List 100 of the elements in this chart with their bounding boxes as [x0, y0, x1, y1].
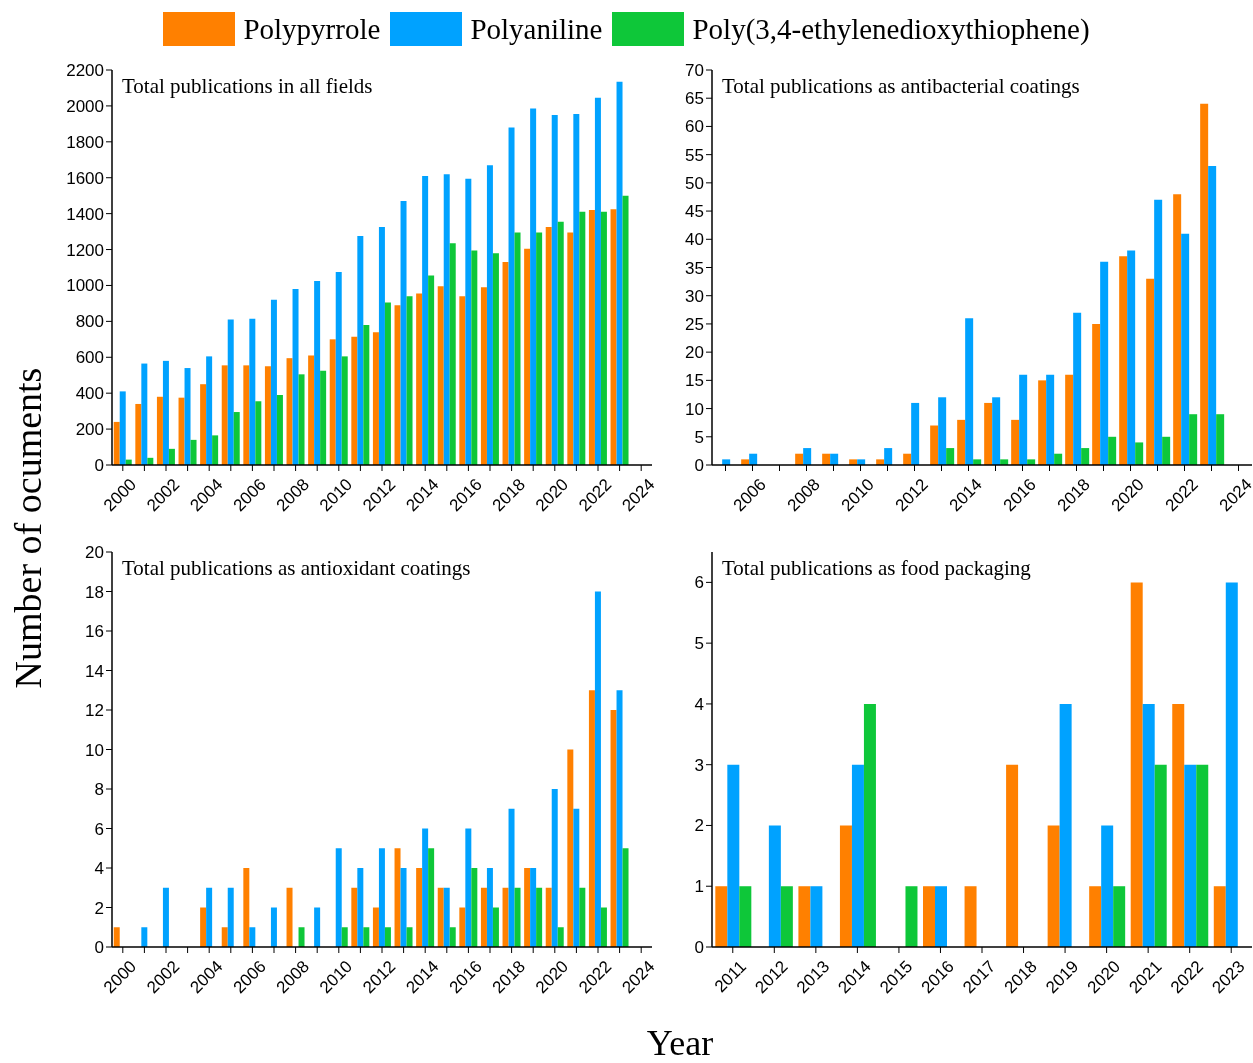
- bar: [329, 339, 336, 465]
- y-tick-label: 55: [685, 145, 704, 165]
- bar: [622, 195, 629, 465]
- bar: [616, 81, 623, 465]
- bar: [162, 887, 169, 947]
- bar: [1059, 703, 1072, 947]
- y-tick-label: 0: [94, 456, 104, 476]
- bar: [135, 403, 142, 465]
- bar: [610, 710, 617, 947]
- bar: [1127, 250, 1136, 465]
- bar: [449, 927, 456, 947]
- bar: [1146, 278, 1155, 465]
- bar: [480, 887, 487, 947]
- bar: [184, 368, 191, 465]
- chart-title: Total publications in all fields: [122, 74, 373, 99]
- bar: [545, 227, 552, 465]
- bar: [938, 397, 947, 465]
- bar: [536, 232, 543, 465]
- bar: [911, 402, 920, 465]
- bar: [1225, 582, 1238, 947]
- bar: [1046, 374, 1055, 465]
- bar: [1089, 886, 1102, 947]
- chart-title: Total publications as antioxidant coatings: [122, 556, 471, 581]
- bar: [1073, 312, 1082, 465]
- y-tick-label: 40: [685, 230, 704, 250]
- bar: [768, 825, 781, 947]
- bar: [622, 848, 629, 947]
- bar: [567, 749, 574, 947]
- bar: [573, 113, 580, 465]
- bar: [964, 886, 977, 947]
- bar: [406, 296, 413, 465]
- bar: [400, 201, 407, 465]
- bar: [557, 221, 564, 465]
- bar: [351, 336, 358, 465]
- bar: [363, 324, 370, 465]
- y-axis-title: Number of ocuments: [6, 367, 50, 689]
- y-tick-label: 25: [685, 314, 704, 334]
- bar: [341, 356, 348, 465]
- bar: [276, 394, 283, 465]
- y-tick-label: 20: [85, 543, 104, 563]
- bar: [1213, 886, 1226, 947]
- bar: [233, 412, 240, 465]
- y-tick-label: 18: [85, 582, 104, 602]
- bar: [1181, 233, 1190, 465]
- bar: [508, 808, 515, 947]
- bar: [378, 848, 385, 947]
- bar: [200, 907, 207, 947]
- bar: [1047, 825, 1060, 947]
- bar: [573, 808, 580, 947]
- bar: [1038, 380, 1047, 465]
- bar: [863, 703, 876, 947]
- bar: [1135, 442, 1144, 465]
- bar: [113, 927, 120, 947]
- bar: [243, 868, 250, 947]
- y-tick-label: 12: [85, 701, 104, 721]
- y-tick-label: 2: [94, 898, 104, 918]
- legend-label: Polyaniline: [470, 12, 603, 46]
- bar: [270, 907, 277, 947]
- bar: [1108, 436, 1117, 465]
- bar: [992, 397, 1001, 465]
- y-tick-label: 1200: [66, 240, 104, 260]
- bar: [249, 318, 256, 465]
- y-tick-label: 800: [75, 312, 104, 332]
- y-tick-label: 200: [75, 420, 104, 440]
- y-tick-label: 65: [685, 89, 704, 109]
- bar: [557, 927, 564, 947]
- bar: [357, 236, 364, 465]
- bar: [1065, 374, 1074, 465]
- bar: [536, 887, 543, 947]
- y-tick-label: 400: [75, 384, 104, 404]
- bar: [394, 848, 401, 947]
- bar: [249, 927, 256, 947]
- y-tick-label: 70: [685, 61, 704, 81]
- bar: [335, 271, 342, 465]
- bar: [200, 384, 207, 465]
- bar: [298, 374, 305, 465]
- bar: [839, 825, 852, 947]
- bar: [567, 232, 574, 465]
- bar: [727, 764, 740, 947]
- bar: [141, 363, 148, 465]
- bar: [394, 305, 401, 465]
- bar: [1200, 103, 1209, 465]
- bar: [308, 355, 315, 465]
- bar: [905, 886, 918, 947]
- bar: [314, 280, 321, 465]
- bar: [1196, 764, 1209, 947]
- bar: [422, 828, 429, 947]
- bar: [810, 886, 823, 947]
- bar: [1011, 419, 1020, 465]
- y-tick-label: 1: [694, 877, 704, 897]
- bar: [449, 243, 456, 465]
- x-axis-title: Year: [646, 1022, 714, 1063]
- bar: [471, 868, 478, 947]
- bar: [480, 287, 487, 465]
- y-tick-label: 50: [685, 173, 704, 193]
- bar: [465, 178, 472, 465]
- bar: [579, 211, 586, 465]
- bar: [486, 868, 493, 947]
- bar: [514, 887, 521, 947]
- bar: [335, 848, 342, 947]
